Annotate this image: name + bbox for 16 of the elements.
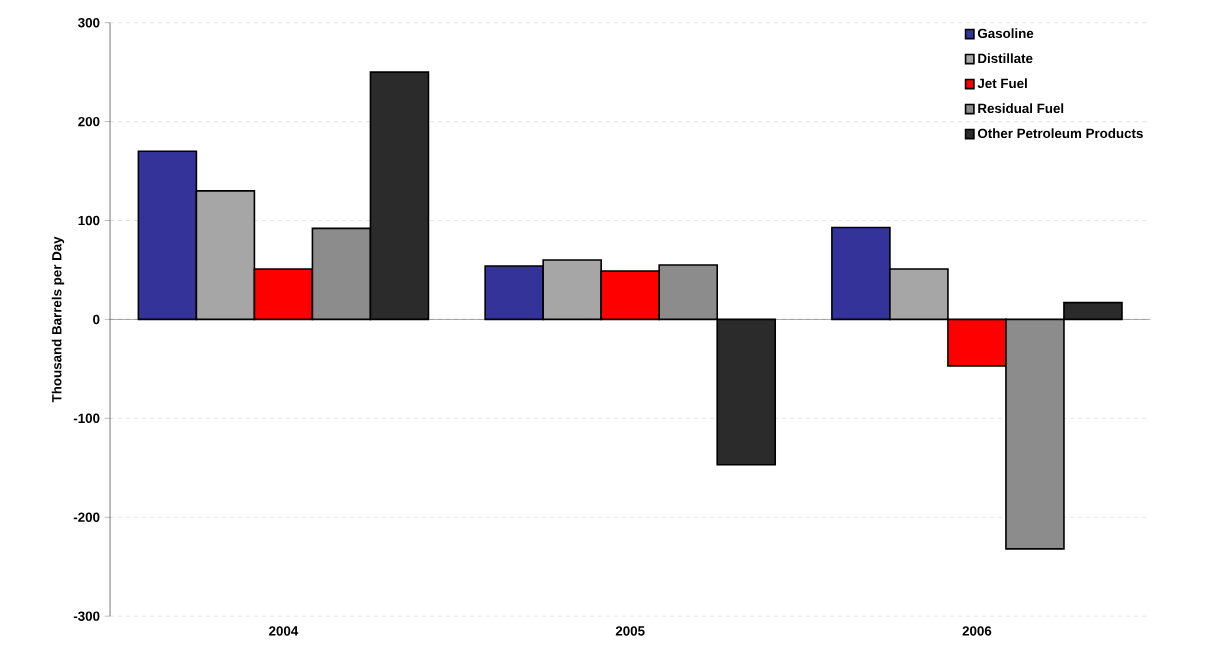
legend-label: Other Petroleum Products bbox=[977, 128, 1143, 138]
y-tick-label: -200 bbox=[73, 512, 100, 522]
y-tick-label: -300 bbox=[73, 611, 100, 621]
x-tick-label: 2004 bbox=[269, 626, 299, 636]
x-tick-label: 2006 bbox=[962, 626, 992, 636]
y-axis-title: Thousand Barrels per Day bbox=[51, 236, 65, 403]
y-tick-label: 300 bbox=[78, 17, 100, 28]
y-tick-label: 100 bbox=[78, 215, 100, 226]
legend-label: Residual Fuel bbox=[978, 103, 1064, 113]
legend-label: Jet Fuel bbox=[977, 78, 1027, 88]
y-tick-label: -100 bbox=[73, 413, 100, 423]
y-tick-label: 0 bbox=[93, 314, 100, 325]
y-tick-label: 200 bbox=[78, 116, 100, 127]
legend-label: Distillate bbox=[978, 53, 1033, 63]
legend-label: Gasoline bbox=[977, 28, 1034, 38]
x-tick-label: 2005 bbox=[615, 626, 645, 636]
